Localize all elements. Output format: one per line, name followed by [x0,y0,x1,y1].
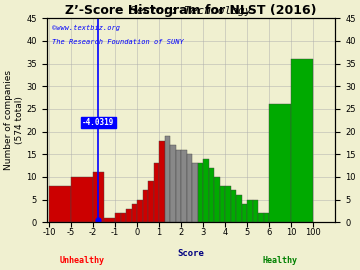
Text: The Research Foundation of SUNY: The Research Foundation of SUNY [53,39,184,45]
Bar [231,190,236,222]
Text: Sector: Technology: Sector: Technology [130,6,252,16]
Bar [154,163,159,222]
Bar [269,104,291,222]
Bar [148,181,154,222]
Bar [187,154,192,222]
Bar [258,213,264,222]
Bar [159,141,165,222]
Bar [203,159,209,222]
Bar [137,200,143,222]
Bar [242,204,247,222]
Bar [209,168,214,222]
X-axis label: Score: Score [177,249,204,258]
Bar [71,177,93,222]
Bar [181,150,187,222]
Bar [165,136,170,222]
Text: -4.0319: -4.0319 [82,118,115,127]
Text: Unhealthy: Unhealthy [59,256,104,265]
Bar [126,209,131,222]
Bar [93,172,104,222]
Bar [236,195,242,222]
Bar [170,145,176,222]
Bar [198,163,203,222]
Text: Healthy: Healthy [263,256,298,265]
Bar [104,218,115,222]
Bar [253,200,258,222]
Title: Z’-Score Histogram for NLST (2016): Z’-Score Histogram for NLST (2016) [65,4,317,17]
Bar [176,150,181,222]
Bar [225,186,231,222]
Bar [264,213,269,222]
Bar [121,213,126,222]
Bar [143,190,148,222]
Y-axis label: Number of companies
(574 total): Number of companies (574 total) [4,70,23,170]
Bar [291,59,314,222]
Bar [131,204,137,222]
Text: ©www.textbiz.org: ©www.textbiz.org [53,25,121,31]
Bar [247,200,253,222]
Bar [214,177,220,222]
Bar [220,186,225,222]
Bar [115,213,121,222]
Bar [192,163,198,222]
Bar [49,186,71,222]
